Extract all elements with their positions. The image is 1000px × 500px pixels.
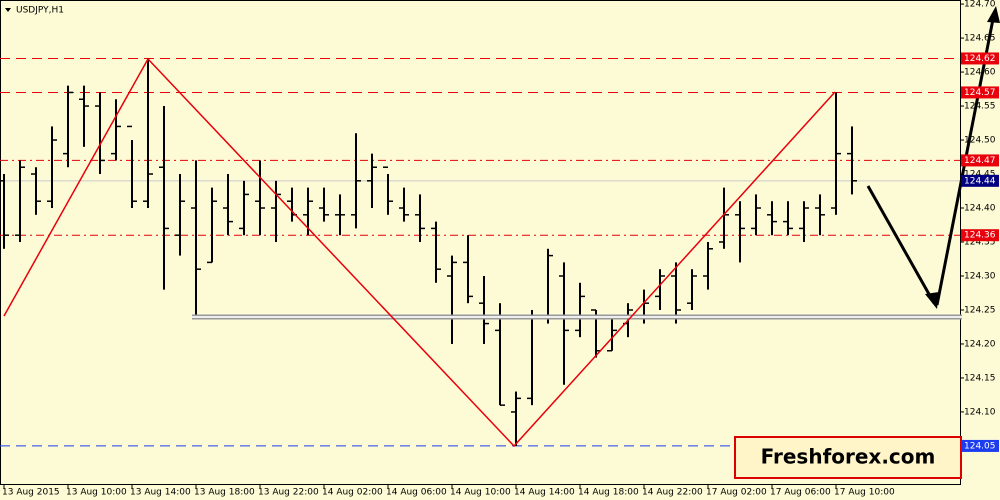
- x-tick-label: 17 Aug 02:00: [706, 488, 767, 498]
- level-label-bg: [961, 439, 999, 452]
- level-label-bg: [961, 86, 999, 99]
- x-tick-label: 17 Aug 10:00: [834, 488, 895, 498]
- zigzag: [3, 57, 836, 448]
- y-tick-label: 124.10: [964, 407, 996, 417]
- chart-title: USDJPY,H1: [16, 6, 64, 16]
- y-tick-label: 124.70: [964, 0, 996, 10]
- arrow-head: [987, 6, 1000, 23]
- y-tick-label: 124.60: [964, 68, 996, 78]
- y-tick-label: 124.35: [964, 238, 996, 248]
- x-tick-label: 13 Aug 18:00: [194, 488, 255, 498]
- x-tick-label: 14 Aug 22:00: [642, 488, 703, 498]
- x-tick-label: 13 Aug 22:00: [258, 488, 319, 498]
- y-tick-label: 124.15: [964, 373, 996, 383]
- level-label-bg: [961, 52, 999, 65]
- y-tick-label: 124.65: [964, 34, 996, 44]
- x-tick-label: 13 Aug 14:00: [130, 488, 191, 498]
- x-tick-label: 17 Aug 06:00: [770, 488, 831, 498]
- level-label-bg: [961, 229, 999, 242]
- watermark-box: [734, 436, 962, 479]
- x-tick-label: 14 Aug 06:00: [386, 488, 447, 498]
- x-tick-label: 14 Aug 10:00: [450, 488, 511, 498]
- y-tick-label: 124.30: [964, 271, 996, 281]
- x-tick-label: 13 Aug 10:00: [66, 488, 127, 498]
- y-tick-label: 124.55: [964, 102, 996, 112]
- arrow-head: [925, 292, 939, 309]
- x-tick-label: 14 Aug 14:00: [514, 488, 575, 498]
- level-label: 124.05: [964, 441, 996, 451]
- arrow-down: [866, 185, 936, 304]
- y-tick-label: 124.45: [964, 170, 996, 180]
- x-tick-label: 14 Aug 02:00: [322, 488, 383, 498]
- x-tick-label: 13 Aug 2015: [2, 488, 60, 498]
- level-label: 124.36: [964, 231, 996, 241]
- y-tick-label: 124.40: [964, 204, 996, 214]
- level-label-bg: [961, 174, 999, 187]
- y-tick-label: 124.50: [964, 136, 996, 146]
- level-label: 124.62: [964, 54, 996, 64]
- y-tick-label: 124.20: [964, 339, 996, 349]
- level-label: 124.44: [964, 176, 996, 186]
- level-label-bg: [961, 154, 999, 167]
- y-tick-label: 124.25: [964, 305, 996, 315]
- menu-triangle: [5, 8, 11, 12]
- level-label: 124.47: [964, 156, 996, 166]
- x-tick-label: 14 Aug 18:00: [578, 488, 639, 498]
- level-label: 124.57: [964, 88, 996, 98]
- watermark: Freshforex.com: [761, 445, 936, 469]
